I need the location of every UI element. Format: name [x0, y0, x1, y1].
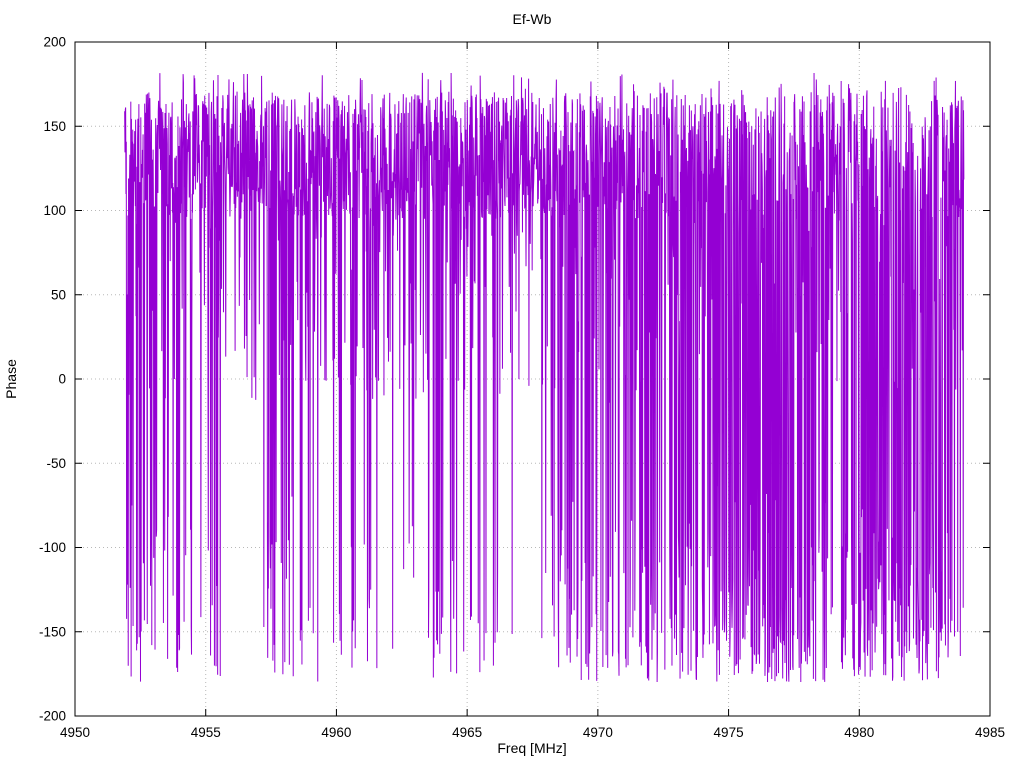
x-tick-label: 4960 [321, 725, 351, 740]
x-tick-label: 4975 [714, 725, 744, 740]
y-tick-label: -100 [39, 540, 66, 555]
tick-marks [74, 41, 991, 717]
x-tick-label: 4950 [60, 725, 90, 740]
x-tick-label: 4955 [191, 725, 221, 740]
x-tick-label: 4985 [975, 725, 1005, 740]
data-series [124, 72, 965, 683]
y-tick-label: 100 [43, 203, 66, 218]
y-tick-label: 50 [51, 287, 66, 302]
y-tick-label: 150 [43, 119, 66, 134]
y-tick-label: 200 [43, 35, 66, 50]
y-tick-label: 0 [58, 372, 66, 387]
y-tick-label: -150 [39, 624, 66, 639]
x-tick-label: 4980 [844, 725, 874, 740]
y-tick-label: -200 [39, 709, 66, 724]
x-tick-label: 4965 [452, 725, 482, 740]
phase-trace [124, 72, 965, 683]
chart-title: Ef-Wb [513, 11, 552, 27]
x-axis-label: Freq [MHz] [497, 740, 566, 756]
x-tick-label: 4970 [583, 725, 613, 740]
y-tick-label: -50 [46, 456, 66, 471]
y-axis-label: Phase [3, 359, 19, 399]
tick-labels: 4950 4955 4960 4965 4970 4975 4980 4985 -200 -150… [39, 35, 1005, 741]
